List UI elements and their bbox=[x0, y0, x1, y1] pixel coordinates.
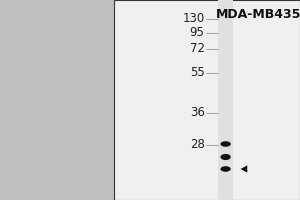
Bar bbox=[114, 0, 300, 200]
Text: 72: 72 bbox=[190, 43, 205, 55]
Ellipse shape bbox=[220, 154, 231, 160]
Text: 28: 28 bbox=[190, 138, 205, 152]
Text: 130: 130 bbox=[182, 12, 205, 25]
Text: 95: 95 bbox=[190, 26, 205, 40]
Polygon shape bbox=[241, 165, 247, 173]
Text: MDA-MB435: MDA-MB435 bbox=[216, 8, 300, 21]
Text: 55: 55 bbox=[190, 66, 205, 79]
Text: 36: 36 bbox=[190, 106, 205, 119]
Ellipse shape bbox=[220, 166, 231, 172]
Ellipse shape bbox=[220, 141, 231, 147]
Bar bbox=[218, 0, 233, 200]
